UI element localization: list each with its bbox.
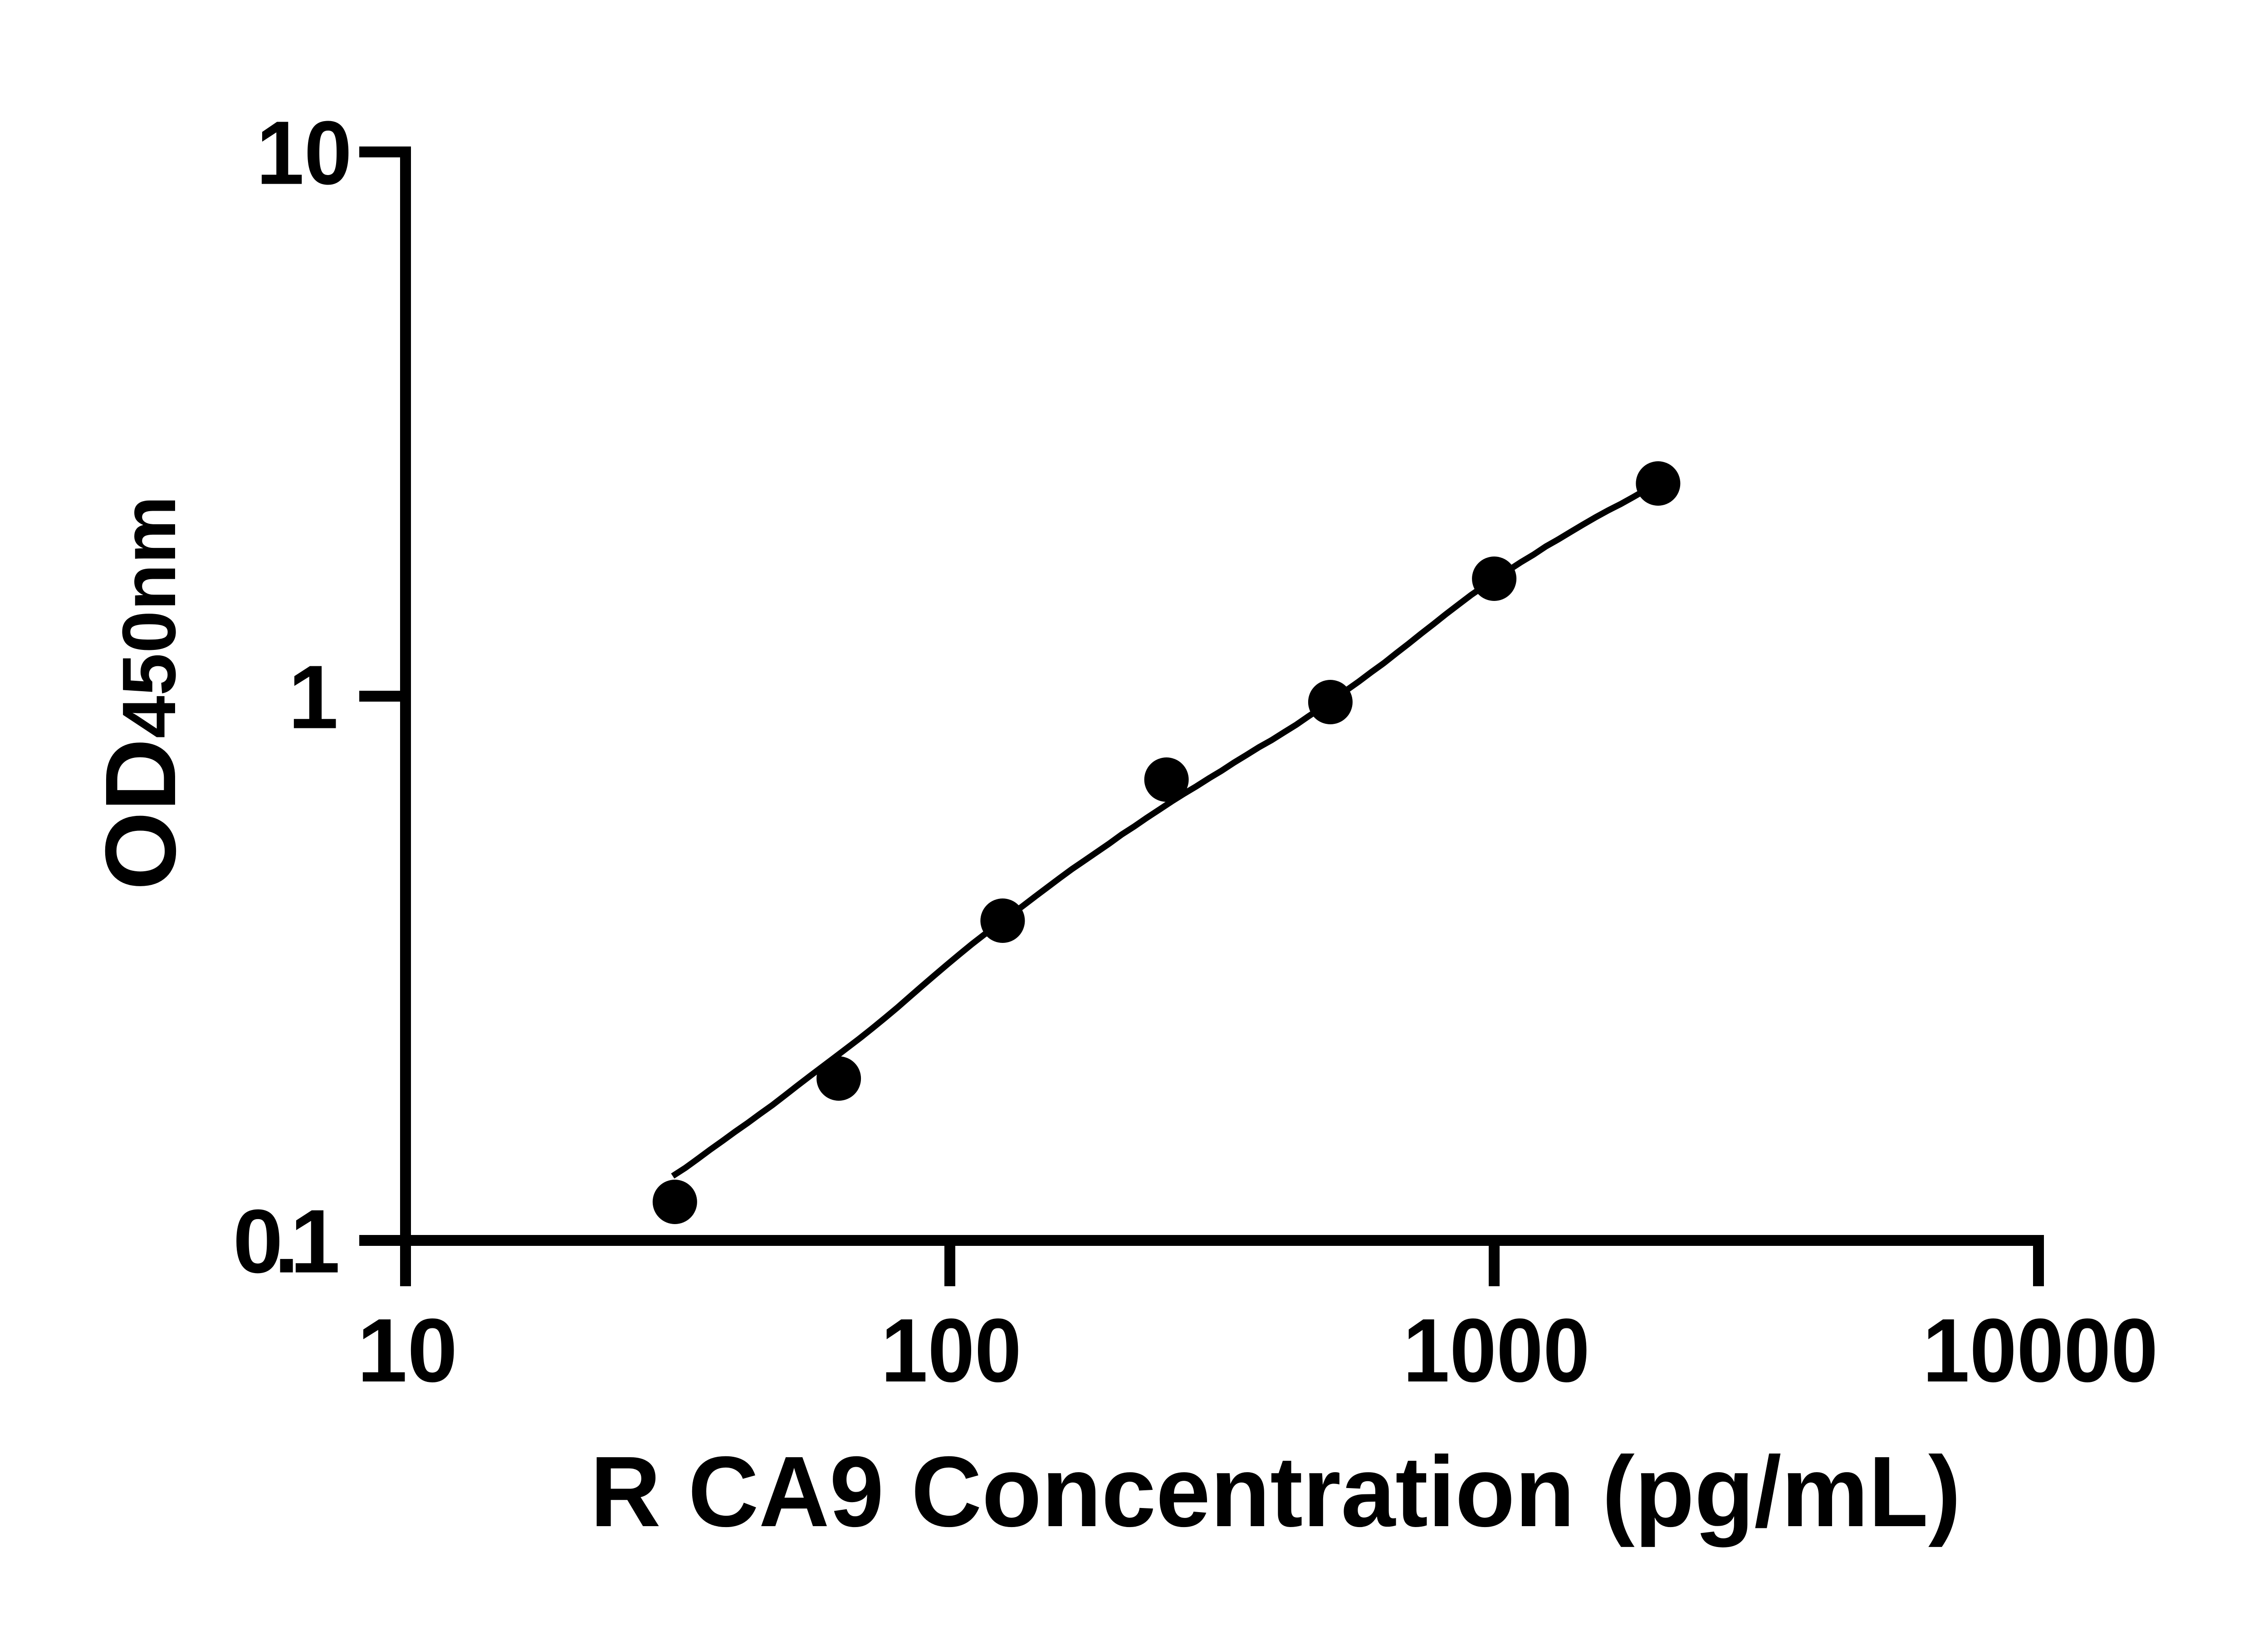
svg-text:10: 10: [256, 103, 352, 204]
svg-text:10000: 10000: [1923, 1300, 2158, 1401]
svg-text:10: 10: [357, 1300, 457, 1401]
svg-text:0.1: 0.1: [233, 1191, 340, 1292]
svg-text:1: 1: [288, 647, 338, 748]
svg-text:R CA9 Concentration (pg/mL): R CA9 Concentration (pg/mL): [590, 1435, 1961, 1547]
svg-text:1000: 1000: [1403, 1300, 1590, 1401]
svg-text:100: 100: [881, 1300, 1022, 1401]
